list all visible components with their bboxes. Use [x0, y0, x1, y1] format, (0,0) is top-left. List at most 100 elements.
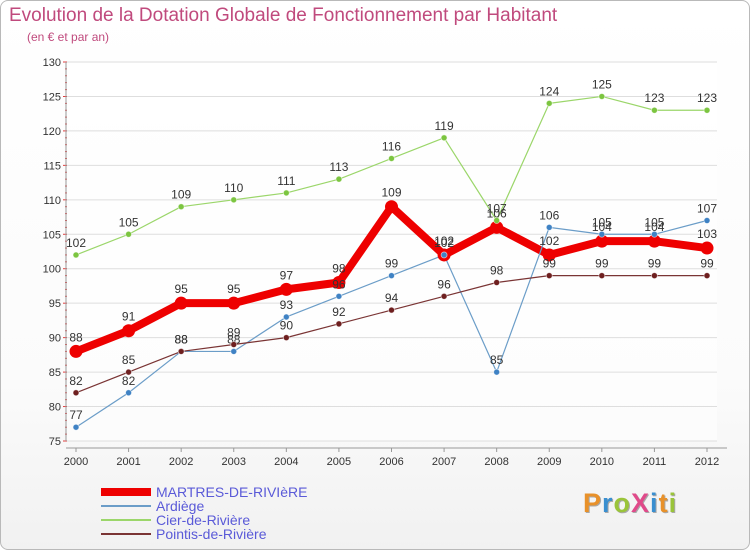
data-point-cier	[282, 189, 290, 197]
x-tick-label: 2008	[484, 456, 508, 468]
y-tick-label: 110	[43, 195, 61, 207]
legend-label-cier: Cier-de-Rivière	[156, 512, 251, 528]
data-label-pointis: 94	[385, 291, 399, 305]
logo-letter: i	[668, 488, 678, 518]
data-point-ardiege	[493, 368, 501, 376]
data-label-pointis: 99	[700, 257, 714, 271]
data-label-martres: 104	[644, 220, 664, 234]
data-label-ardiege: 102	[434, 236, 454, 250]
data-point-ardiege	[545, 223, 553, 231]
data-label-cier: 111	[277, 174, 296, 188]
data-label-cier: 125	[592, 77, 612, 91]
data-point-ardiege	[335, 292, 343, 300]
data-point-martres	[700, 241, 714, 255]
data-label-pointis: 85	[122, 353, 136, 367]
data-point-ardiege	[598, 230, 606, 238]
x-tick-label: 2012	[695, 456, 719, 468]
y-tick-label: 105	[43, 229, 61, 241]
data-label-ardiege: 93	[280, 298, 294, 312]
x-tick-label: 2009	[537, 456, 561, 468]
data-point-ardiege	[388, 272, 395, 280]
legend-swatch-pointis	[101, 533, 151, 535]
logo-letter: t	[658, 488, 669, 518]
data-point-cier	[440, 134, 448, 142]
y-tick-label: 120	[43, 126, 61, 138]
data-point-pointis	[177, 348, 185, 355]
data-label-martres: 103	[697, 227, 717, 241]
data-point-martres	[122, 324, 136, 338]
data-point-ardiege	[230, 348, 238, 355]
data-label-pointis: 90	[280, 319, 294, 333]
chart-title: Evolution de la Dotation Globale de Fonc…	[9, 5, 558, 26]
y-tick-label: 75	[49, 436, 61, 448]
x-tick-label: 2010	[590, 456, 614, 468]
logo-letter: X	[631, 488, 651, 518]
data-label-martres: 102	[434, 234, 454, 248]
data-label-martres: 95	[174, 282, 188, 296]
data-point-martres	[647, 234, 661, 248]
data-point-pointis	[598, 272, 606, 280]
data-label-cier: 105	[119, 215, 139, 229]
data-label-martres: 109	[381, 186, 401, 200]
plot-area	[66, 62, 717, 441]
data-point-ardiege	[703, 217, 711, 224]
logo-letter: P	[583, 488, 603, 518]
data-label-ardiege: 96	[332, 277, 346, 291]
data-label-martres: 102	[539, 234, 559, 248]
data-label-pointis: 96	[437, 277, 451, 291]
legend-label-martres: MARTRES-DE-RIVIèRE	[156, 484, 308, 500]
data-point-martres	[542, 248, 556, 262]
x-tick-label: 2001	[116, 456, 140, 468]
proxiti-logo: ProXiti	[583, 488, 677, 519]
data-label-martres: 104	[592, 220, 612, 234]
y-tick-label: 85	[49, 367, 61, 379]
data-point-martres	[595, 234, 609, 248]
legend-item-cier[interactable]: Cier-de-Rivière	[101, 512, 361, 528]
data-point-cier	[651, 106, 658, 114]
data-point-martres	[69, 344, 83, 358]
logo-letter: i	[650, 488, 659, 518]
y-tick-label: 130	[43, 57, 61, 69]
data-label-pointis: 89	[227, 326, 241, 340]
y-tick-label: 125	[43, 91, 61, 103]
data-point-pointis	[125, 368, 132, 376]
data-label-martres: 91	[122, 310, 136, 324]
data-point-ardiege	[72, 423, 80, 431]
data-label-pointis: 99	[648, 257, 662, 271]
data-label-cier: 107	[487, 201, 507, 215]
data-label-martres: 95	[227, 282, 241, 296]
data-point-pointis	[703, 272, 711, 280]
legend-item-pointis[interactable]: Pointis-de-Rivière	[101, 526, 361, 542]
data-label-ardiege: 77	[69, 408, 83, 422]
data-label-ardiege: 107	[697, 201, 717, 215]
data-label-martres: 88	[69, 330, 83, 344]
data-point-pointis	[230, 341, 238, 348]
legend-swatch-martres	[101, 488, 151, 496]
data-label-ardiege: 88	[227, 332, 241, 346]
x-tick-label: 2005	[327, 456, 351, 468]
data-point-pointis	[388, 306, 395, 314]
data-point-pointis	[440, 292, 448, 300]
data-point-cier	[230, 196, 238, 204]
data-label-cier: 109	[171, 188, 191, 202]
legend-item-martres[interactable]: MARTRES-DE-RIVIèRE	[101, 484, 361, 500]
data-label-pointis: 99	[543, 257, 557, 271]
x-tick-label: 2003	[222, 456, 246, 468]
data-label-cier: 123	[644, 91, 664, 105]
y-tick-label: 90	[49, 333, 61, 345]
y-tick-label: 80	[49, 402, 61, 414]
data-label-cier: 119	[435, 119, 454, 133]
data-point-martres	[279, 282, 293, 296]
legend-item-ardiege[interactable]: Ardiège	[101, 498, 361, 514]
data-point-cier	[703, 106, 711, 114]
y-tick-label: 115	[43, 160, 61, 172]
data-label-ardiege: 105	[644, 215, 664, 229]
data-label-cier: 110	[224, 181, 243, 195]
data-label-cier: 124	[539, 84, 559, 98]
legend-swatch-cier	[101, 519, 151, 521]
data-point-cier	[335, 175, 343, 183]
data-point-pointis	[493, 279, 501, 286]
data-point-cier	[598, 93, 606, 100]
